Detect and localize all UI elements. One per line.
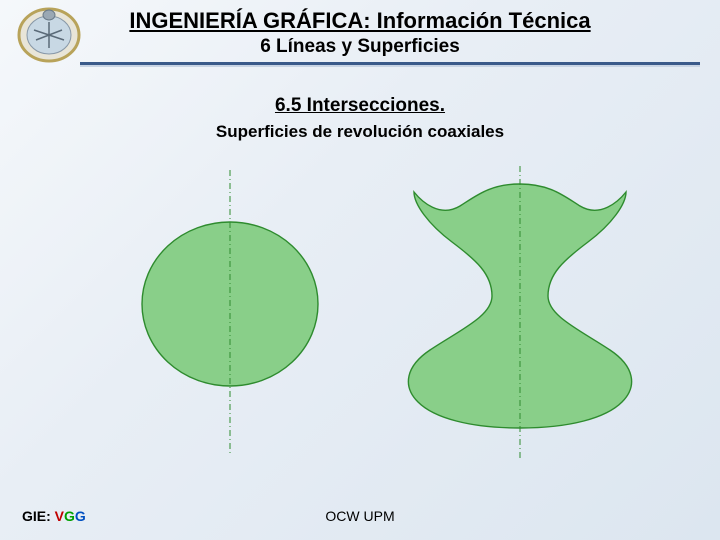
- footer-center: OCW UPM: [0, 508, 720, 524]
- section-title: 6.5 Intersecciones.: [0, 95, 720, 117]
- section-subtitle: Superficies de revolución coaxiales: [0, 122, 720, 142]
- course-title: INGENIERÍA GRÁFICA: Información Técnica: [0, 8, 720, 34]
- chapter-title: 6 Líneas y Superficies: [0, 36, 720, 58]
- header-rule: [80, 62, 700, 65]
- figures-area: [110, 162, 670, 462]
- slide-header: INGENIERÍA GRÁFICA: Información Técnica …: [0, 8, 720, 58]
